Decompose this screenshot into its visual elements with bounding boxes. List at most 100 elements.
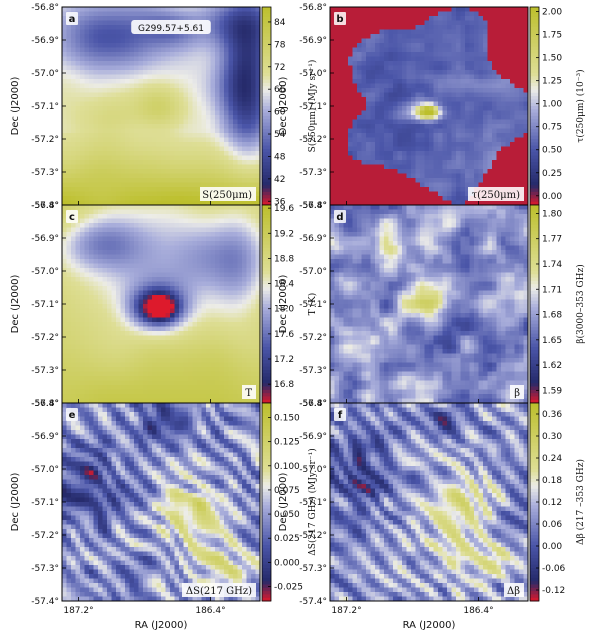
heatmap-cell (152, 70, 157, 75)
heatmap-cell (134, 34, 139, 39)
heatmap-cell (465, 151, 470, 156)
heatmap-cell (67, 304, 72, 309)
heatmap-cell (434, 138, 439, 143)
heatmap-cell (380, 183, 385, 188)
heatmap-cell (157, 43, 162, 48)
heatmap-cell (229, 75, 234, 80)
heatmap-cell (362, 120, 367, 125)
heatmap-cell (103, 331, 108, 336)
heatmap-cell (238, 70, 243, 75)
heatmap-cell (443, 84, 448, 89)
heatmap-cell (220, 79, 225, 84)
heatmap-cell (348, 160, 353, 165)
colorbar-segment (262, 169, 271, 173)
heatmap-cell (143, 340, 148, 345)
heatmap-cell (242, 120, 247, 125)
heatmap-cell (130, 129, 135, 134)
heatmap-cell (116, 304, 121, 309)
heatmap-cell (98, 318, 103, 323)
heatmap-cell (483, 129, 488, 134)
heatmap-cell (166, 93, 171, 98)
heatmap-cell (157, 151, 162, 156)
heatmap-cell (80, 129, 85, 134)
heatmap-cell (67, 237, 72, 242)
heatmap-cell (121, 385, 126, 390)
heatmap-cell (112, 7, 117, 12)
heatmap-cell (461, 12, 466, 17)
heatmap-cell (62, 313, 67, 318)
heatmap-cell (67, 165, 72, 170)
heatmap-cell (215, 147, 220, 152)
heatmap-cell (121, 34, 126, 39)
heatmap-cell (398, 30, 403, 35)
heatmap-cell (470, 84, 475, 89)
colorbar-tick-label: 0.50 (542, 146, 562, 156)
heatmap-cell (166, 52, 171, 57)
heatmap-cell (474, 66, 479, 71)
heatmap-cell (411, 129, 416, 134)
heatmap-cell (389, 106, 394, 111)
heatmap-cell (89, 12, 94, 17)
heatmap-cell (438, 156, 443, 161)
heatmap-cell (344, 133, 349, 138)
heatmap-cell (94, 147, 99, 152)
heatmap-cell (434, 165, 439, 170)
heatmap-cell (62, 286, 67, 291)
heatmap-cell (71, 250, 76, 255)
heatmap-cell (470, 138, 475, 143)
heatmap-cell (483, 142, 488, 147)
heatmap-cell (62, 282, 67, 287)
heatmap-cell (215, 61, 220, 66)
heatmap-cell (488, 25, 493, 30)
colorbar-segment (262, 146, 271, 150)
heatmap-cell (425, 183, 430, 188)
heatmap-cell (80, 349, 85, 354)
heatmap-cell (438, 160, 443, 165)
heatmap-cell (233, 165, 238, 170)
heatmap-cell (184, 79, 189, 84)
heatmap-cell (211, 84, 216, 89)
heatmap-cell (139, 84, 144, 89)
heatmap-cell (175, 34, 180, 39)
heatmap-cell (62, 268, 67, 273)
heatmap-cell (402, 93, 407, 98)
heatmap-cell (389, 138, 394, 143)
heatmap-cell (139, 183, 144, 188)
heatmap-cell (148, 75, 153, 80)
heatmap-cell (425, 61, 430, 66)
heatmap-cell (465, 70, 470, 75)
heatmap-cell (85, 160, 90, 165)
heatmap-cell (121, 327, 126, 332)
heatmap-cell (89, 43, 94, 48)
heatmap-cell (497, 142, 502, 147)
heatmap-cell (67, 97, 72, 102)
heatmap-cell (407, 178, 412, 183)
heatmap-cell (130, 309, 135, 314)
heatmap-cell (211, 151, 216, 156)
heatmap-cell (389, 88, 394, 93)
heatmap-cell (134, 304, 139, 309)
heatmap-cell (107, 277, 112, 282)
heatmap-cell (76, 367, 81, 372)
heatmap-cell (89, 66, 94, 71)
heatmap-cell (71, 43, 76, 48)
heatmap-cell (344, 165, 349, 170)
heatmap-cell (456, 151, 461, 156)
heatmap-cell (398, 142, 403, 147)
heatmap-cell (461, 156, 466, 161)
heatmap-cell (152, 228, 157, 233)
heatmap-cell (465, 88, 470, 93)
heatmap-cell (384, 52, 389, 57)
heatmap-cell (112, 241, 117, 246)
heatmap-cell (251, 97, 256, 102)
heatmap-cell (398, 183, 403, 188)
heatmap-cell (71, 174, 76, 179)
heatmap-cell (107, 129, 112, 134)
heatmap-cell (366, 192, 371, 197)
heatmap-cell (107, 295, 112, 300)
heatmap-cell (371, 52, 376, 57)
heatmap-cell (380, 88, 385, 93)
heatmap-cell (483, 156, 488, 161)
heatmap-cell (411, 142, 416, 147)
heatmap-cell (357, 70, 362, 75)
